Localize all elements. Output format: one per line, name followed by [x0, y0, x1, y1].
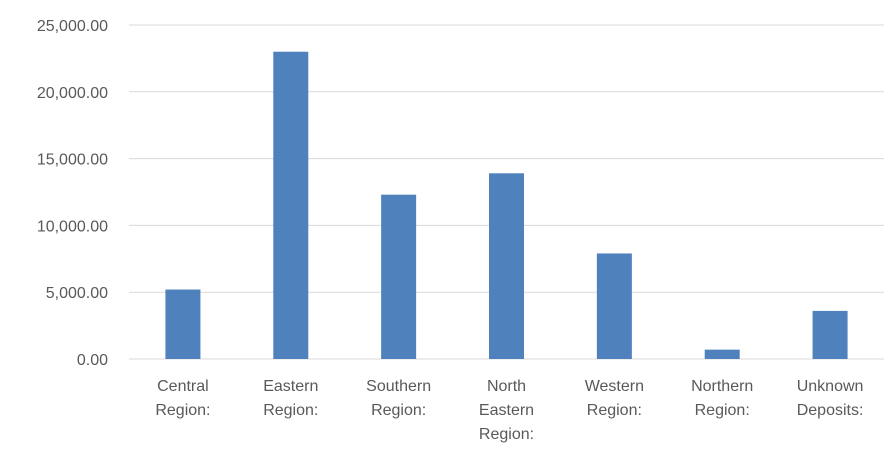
x-category-label-line: Region: [155, 402, 210, 419]
x-category-label: Northern Region: [691, 378, 753, 419]
x-category-label-line: Eastern [263, 378, 318, 395]
x-category-label: Western Region: [585, 378, 644, 419]
x-category-label-line: Region: [263, 402, 318, 419]
y-tick-label: 0.00 [77, 352, 108, 369]
x-category-label: Southern Region: [366, 378, 431, 419]
x-category-label-line: Deposits: [797, 402, 864, 419]
bar [596, 253, 632, 359]
x-category-label-line: Region: [371, 402, 426, 419]
y-tick-label: 20,000.00 [37, 85, 108, 102]
x-category-label-line: North [487, 378, 526, 395]
bar [704, 349, 740, 359]
bar [489, 173, 524, 359]
y-tick-label: 25,000.00 [37, 18, 108, 35]
x-category-label-line: Unknown [797, 378, 864, 395]
x-category-label-line: Region: [587, 402, 642, 419]
x-category-label-line: Region: [695, 402, 750, 419]
bars [165, 51, 848, 359]
y-tick-label: 5,000.00 [46, 285, 108, 302]
x-category-label-line: Southern [366, 378, 431, 395]
bar [381, 194, 417, 359]
x-category-label: North Eastern Region: [479, 378, 534, 443]
x-category-label: Unknown Deposits: [797, 378, 864, 419]
x-category-label-line: Northern [691, 378, 753, 395]
y-tick-label: 10,000.00 [37, 218, 108, 235]
x-category-label-line: Central [157, 378, 209, 395]
x-category-label-line: Region: [479, 426, 534, 443]
y-tick-label: 15,000.00 [37, 152, 108, 169]
x-category-label-line: Western [585, 378, 644, 395]
y-axis-tick-labels: 0.00 5,000.00 10,000.00 15,000.00 20,000.00 2… [37, 18, 108, 369]
bar [812, 310, 848, 359]
bar [165, 289, 201, 359]
x-category-label: Central Region: [155, 378, 210, 419]
x-axis-category-labels: Central Region: Eastern Region: Southern Regi… [155, 378, 863, 443]
x-category-label-line: Eastern [479, 402, 534, 419]
bar [273, 51, 309, 359]
x-category-label: Eastern Region: [263, 378, 318, 419]
